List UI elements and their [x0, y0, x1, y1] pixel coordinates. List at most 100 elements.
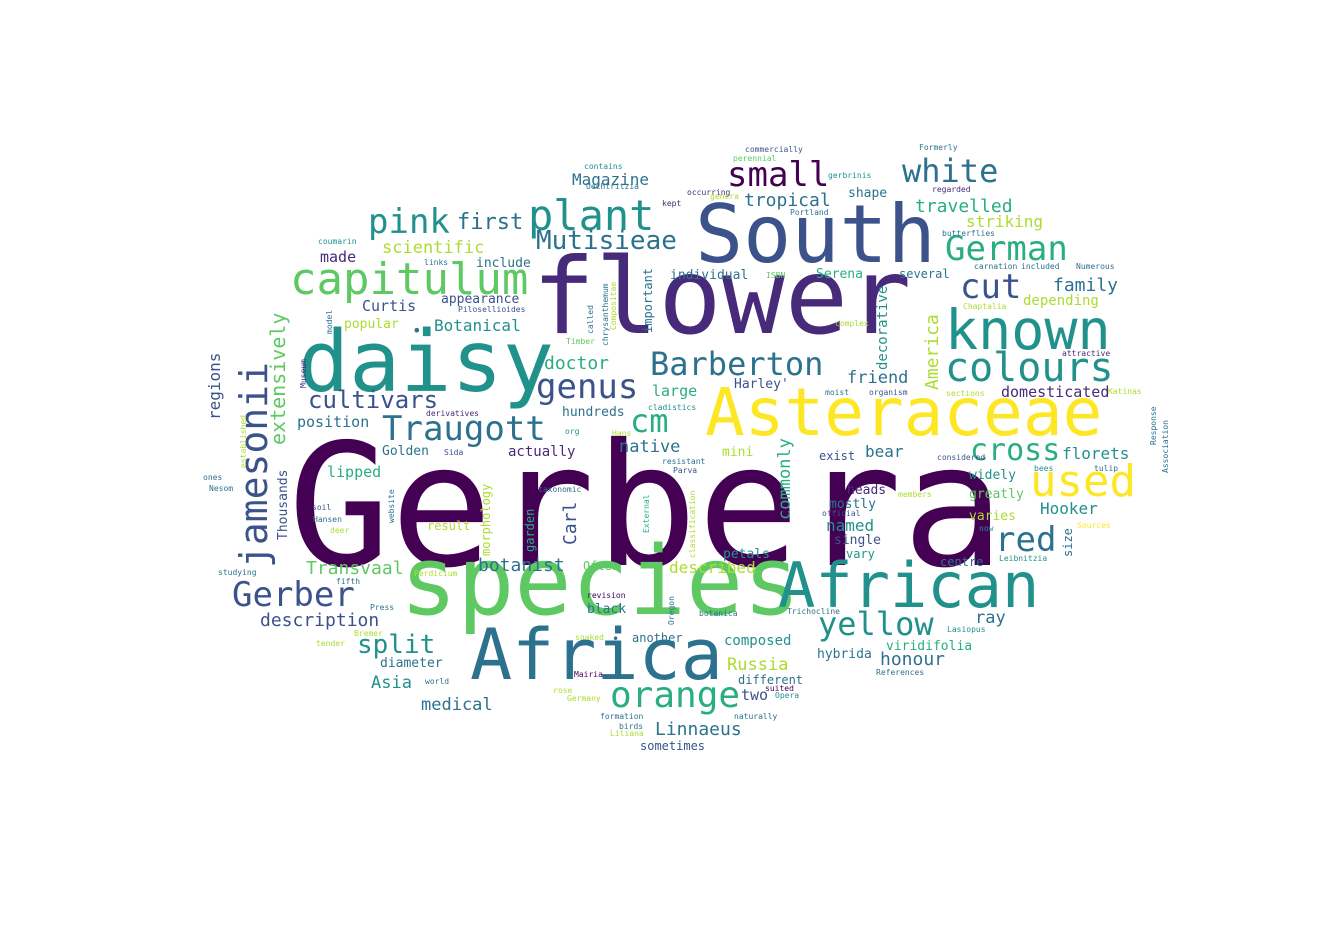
word-25: pink — [368, 202, 450, 242]
word-24: red — [995, 520, 1057, 560]
word-41: botanist — [478, 555, 565, 576]
word-21: small — [727, 155, 830, 195]
word-37: travelled — [915, 196, 1013, 217]
word-29: cultivars — [308, 386, 439, 414]
word-38: family — [1053, 275, 1119, 296]
word-156: soil — [312, 503, 332, 512]
word-160: Sources — [1077, 521, 1111, 530]
word-7: African — [778, 549, 1040, 622]
word-152: tulip — [1094, 464, 1119, 473]
word-72: heads — [847, 483, 887, 498]
word-108: coumarin — [318, 237, 357, 246]
word-65: appearance — [441, 292, 520, 307]
word-85: Thousands — [276, 469, 291, 540]
word-163: classification — [688, 490, 697, 558]
word-119: included — [1021, 262, 1060, 271]
word-57: striking — [966, 212, 1044, 231]
word-39: Hooker — [1040, 499, 1098, 518]
word-110: occurring — [687, 188, 731, 197]
word-87: greatly — [969, 487, 1024, 502]
word-148: ones — [203, 473, 223, 482]
word-159: official — [822, 509, 861, 518]
word-170: Oregon — [667, 596, 676, 625]
word-69: decorative — [875, 285, 891, 370]
word-139: organism — [869, 388, 908, 397]
word-164: now — [979, 524, 994, 533]
word-145: Hans — [612, 429, 632, 438]
word-45: medical — [421, 695, 493, 715]
word-153: Nesom — [209, 484, 234, 493]
word-67: position — [297, 413, 370, 431]
word-141: Katinas — [1108, 387, 1142, 396]
word-60: domesticated — [1001, 383, 1110, 401]
word-47: regions — [205, 352, 224, 420]
word-75: viridifolia — [886, 639, 973, 654]
word-169: revision — [587, 591, 626, 600]
word-105: morphology — [479, 483, 493, 556]
word-143: Association — [1161, 420, 1170, 473]
word-100: several — [899, 267, 950, 281]
word-28: Mutisieae — [536, 226, 677, 256]
word-63: lipped — [327, 463, 382, 481]
word-80: shape — [848, 186, 888, 201]
word-33: Linnaeus — [655, 719, 742, 740]
word-171: Press — [370, 603, 395, 612]
word-125: Portland — [790, 208, 829, 217]
word-117: butterflies — [942, 229, 995, 238]
word-30: split — [357, 630, 436, 660]
word-150: Parva — [673, 466, 698, 475]
word-23: yellow — [818, 605, 934, 643]
word-50: Botanical — [434, 316, 521, 335]
word-165: Leibnitzia — [999, 554, 1048, 563]
word-5: Africa — [470, 614, 723, 696]
word-56: named — [826, 516, 875, 535]
word-64: described — [669, 558, 756, 577]
word-168: fifth — [336, 577, 361, 586]
word-94: another — [632, 631, 683, 645]
word-86: widely — [969, 468, 1016, 483]
word-49: friend — [847, 368, 909, 388]
word-48: America — [922, 314, 943, 390]
word-62: Golden — [382, 444, 429, 459]
word-134: attractive — [1062, 349, 1111, 358]
word-137: cladistics — [648, 403, 697, 412]
word-102: mini — [722, 445, 754, 460]
word-3: South — [695, 188, 936, 281]
word-186: naturally — [734, 712, 778, 721]
word-27: cross — [970, 433, 1061, 468]
word-99: Serena — [816, 267, 863, 282]
word-182: rose — [553, 686, 573, 695]
word-96: sometimes — [640, 739, 706, 753]
word-31: extensively — [266, 312, 290, 445]
word-88: varies — [969, 509, 1016, 524]
word-97: petals — [723, 547, 770, 562]
word-107: contains — [584, 162, 623, 171]
word-185: formation — [600, 712, 644, 721]
word-76: hybrida — [817, 647, 872, 662]
word-120: Numerous — [1076, 262, 1115, 271]
word-144: established — [239, 415, 248, 468]
word-9: capitulum — [290, 254, 529, 305]
word-77: two — [741, 686, 769, 704]
word-173: Trichocline — [787, 607, 840, 616]
word-89: vary — [846, 547, 875, 561]
word-183: Opera — [775, 691, 800, 700]
word-18: genus — [536, 367, 639, 407]
word-13: colours — [945, 345, 1114, 391]
word-68: depending — [1023, 293, 1099, 309]
word-20: Gerber — [232, 575, 355, 615]
word-66: popular — [344, 317, 399, 332]
word-98: Often — [583, 559, 620, 573]
word-32: first — [457, 210, 524, 235]
word-146: Sida — [444, 448, 464, 457]
word-91: size — [1061, 528, 1075, 557]
word-8: known — [945, 298, 1111, 362]
word-52: commonly — [775, 438, 795, 520]
word-180: world — [425, 677, 450, 686]
word-151: bees — [1034, 464, 1054, 473]
word-73: diameter — [380, 656, 443, 671]
word-71: bear — [865, 442, 904, 461]
word-149: resistant — [662, 457, 706, 466]
word-78: include — [476, 256, 531, 271]
word-103: result — [427, 519, 471, 533]
